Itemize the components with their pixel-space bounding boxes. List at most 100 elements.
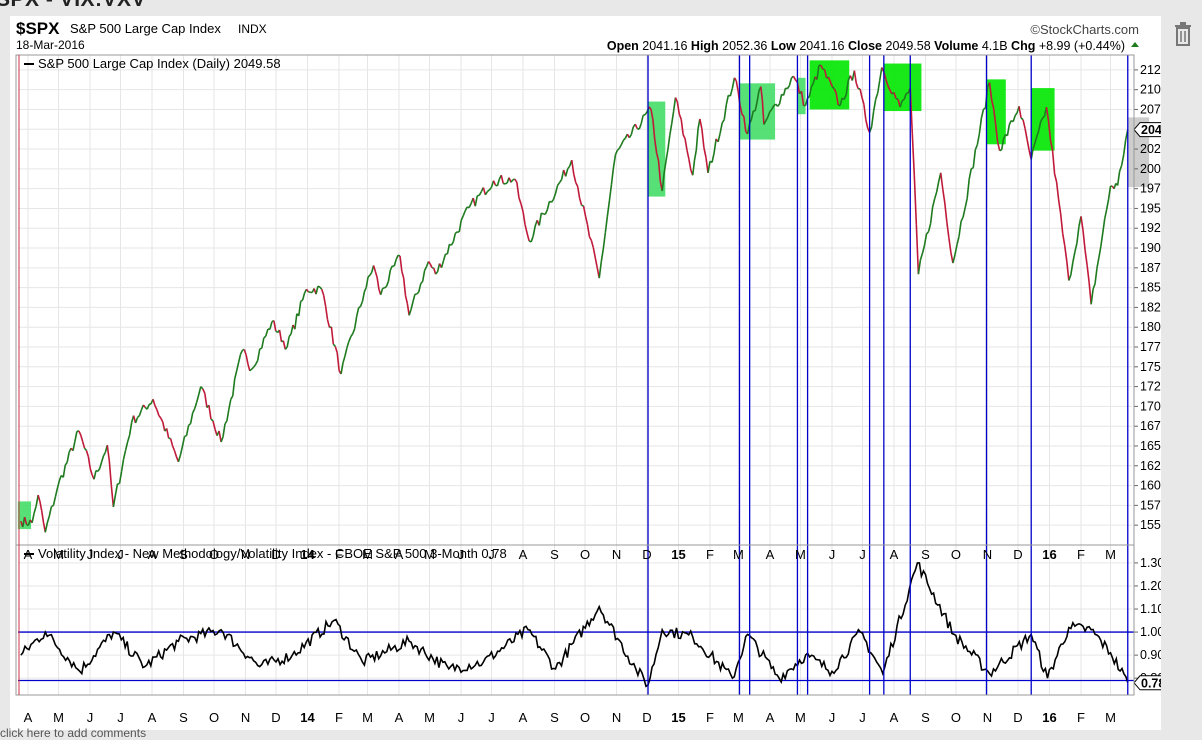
price-segment <box>920 253 922 259</box>
vix-x-tick-label: M <box>424 710 435 725</box>
price-segment <box>107 445 109 461</box>
price-x-tick-label: A <box>766 547 775 562</box>
trash-icon[interactable] <box>1172 22 1194 46</box>
price-x-tick-label: J <box>829 547 836 562</box>
ohlc-label: Low <box>767 39 799 53</box>
price-segment <box>137 416 139 418</box>
vix-x-tick-label: F <box>1077 710 1085 725</box>
vix-x-tick-label: A <box>395 710 404 725</box>
price-x-tick-label: F <box>706 547 714 562</box>
price-segment <box>591 240 593 247</box>
price-segment <box>318 286 320 287</box>
price-segment <box>173 446 175 451</box>
price-segment <box>609 185 611 201</box>
price-y-tick-label: 2025 <box>1140 142 1161 156</box>
price-segment <box>475 196 477 206</box>
price-x-tick-label: D <box>642 547 651 562</box>
price-segment <box>333 344 335 346</box>
price-segment <box>407 303 409 315</box>
price-segment <box>405 296 407 304</box>
price-segment <box>924 234 926 245</box>
vix-legend: Volatility Index - New Methodology/Volat… <box>38 546 507 561</box>
price-segment <box>163 422 165 431</box>
price-segment <box>264 336 266 338</box>
price-segment <box>55 488 57 497</box>
price-segment <box>631 127 633 135</box>
price-segment <box>718 133 720 142</box>
ohlc-label: Open <box>607 39 642 53</box>
price-segment <box>545 210 547 215</box>
vix-x-tick-label: A <box>148 710 157 725</box>
price-x-tick-label: M <box>795 547 806 562</box>
price-segment <box>49 507 51 516</box>
ohlc-value: 2041.16 <box>642 39 687 53</box>
price-y-tick-label: 1675 <box>1140 419 1161 433</box>
price-segment <box>601 249 603 262</box>
price-segment <box>161 418 163 422</box>
price-segment <box>396 255 398 259</box>
price-segment <box>639 124 641 129</box>
price-segment <box>517 182 519 197</box>
ohlc-label: Volume <box>931 39 982 53</box>
price-segment <box>442 261 444 268</box>
price-segment <box>326 306 328 320</box>
price-segment <box>139 410 141 416</box>
price-x-tick-label: M <box>1105 547 1116 562</box>
price-segment <box>180 446 182 455</box>
price-segment <box>854 71 856 83</box>
price-segment <box>1118 171 1120 185</box>
price-segment <box>1105 210 1107 219</box>
price-x-tick-label: M <box>733 547 744 562</box>
price-segment <box>368 275 370 277</box>
vix-x-tick-label: M <box>362 710 373 725</box>
price-segment <box>487 190 489 192</box>
price-segment <box>1083 230 1085 250</box>
ohlc-value: 2041.16 <box>799 39 844 53</box>
price-segment <box>1025 129 1027 140</box>
vix-y-tick-label: 1.20 <box>1140 579 1161 593</box>
price-segment <box>461 216 463 220</box>
price-segment <box>248 364 250 371</box>
price-segment <box>586 216 588 225</box>
price-segment <box>643 115 645 116</box>
vix-x-tick-label: J <box>859 710 866 725</box>
price-segment <box>943 189 945 203</box>
ohlc-value: 2052.36 <box>722 39 767 53</box>
price-segment <box>86 451 88 457</box>
price-segment <box>149 404 151 405</box>
price-segment <box>362 292 364 302</box>
price-segment <box>81 435 83 442</box>
copyright-icon: © <box>1030 22 1040 37</box>
price-segment <box>128 435 130 442</box>
price-segment <box>1071 262 1073 275</box>
vix-x-tick-label: O <box>209 710 219 725</box>
add-comments-link[interactable]: click here to add comments <box>0 726 146 740</box>
vix-x-tick-label: M <box>53 710 64 725</box>
price-segment <box>722 120 724 123</box>
price-segment <box>205 393 207 407</box>
exchange-label: INDX <box>238 22 267 36</box>
chart-svg[interactable]: $SPX S&P 500 Large Cap Index INDX 18-Mar… <box>10 16 1161 730</box>
vix-x-tick-label: J <box>117 710 124 725</box>
price-segment <box>213 421 215 429</box>
price-segment <box>599 262 601 278</box>
price-segment <box>679 114 681 119</box>
price-segment <box>503 183 505 184</box>
price-series <box>21 65 1128 532</box>
price-y-tick-label: 1700 <box>1140 399 1161 413</box>
price-segment <box>1055 174 1057 182</box>
price-segment <box>153 399 155 405</box>
price-segment <box>558 183 560 186</box>
price-y-tick-label: 1800 <box>1140 320 1161 334</box>
price-segment <box>225 421 227 424</box>
price-segment <box>1053 150 1055 174</box>
price-segment <box>937 182 939 192</box>
price-segment <box>1021 118 1023 120</box>
price-segment <box>1122 155 1124 166</box>
vix-x-tick-label: J <box>829 710 836 725</box>
price-segment <box>443 254 445 261</box>
price-segment <box>73 441 75 451</box>
price-segment <box>971 168 973 169</box>
price-segment <box>111 486 113 507</box>
price-segment <box>341 363 343 374</box>
